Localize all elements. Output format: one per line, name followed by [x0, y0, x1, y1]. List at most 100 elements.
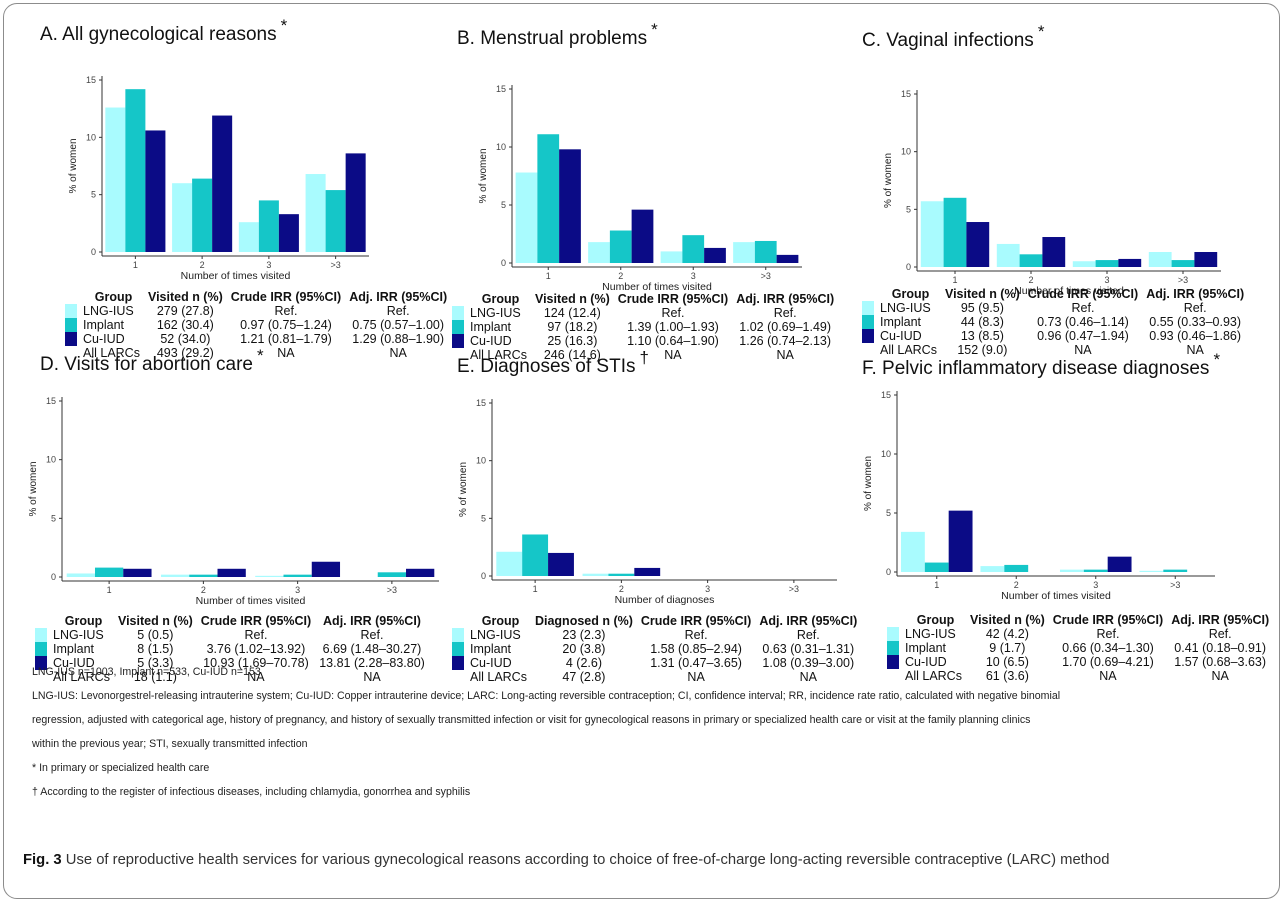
table-row: LNG-IUS 95 (9.5) Ref. Ref. [862, 301, 1248, 315]
table-cell: Cu-IUD [905, 655, 947, 669]
y-tick-label: 5 [51, 513, 56, 523]
table-header-row: Group Visited n (%) Crude IRR (95%CI) Adj. … [887, 613, 1273, 627]
table-cell: 162 (30.4) [156, 318, 214, 332]
table-row: All LARCs 18 (1.1) NA NA [35, 670, 429, 684]
table-header: Adj. IRR (95%CI) [1146, 287, 1245, 301]
bar-implant-1 [192, 178, 213, 252]
table-cell: Cu-IUD [83, 332, 125, 346]
y-tick-label: 15 [476, 398, 486, 408]
chart-a: A. All gynecological reasons * 0 5 10 15 % of … [40, 16, 369, 282]
bar-implant-0 [537, 134, 560, 263]
y-tick-label: 15 [496, 84, 506, 94]
table-cell: NA [277, 346, 295, 360]
x-tick-label: 2 [201, 585, 206, 595]
table-cell: 246 (14.6) [543, 348, 601, 362]
table-cell: Ref. [1096, 627, 1120, 641]
bar-cu-iud-2 [278, 214, 299, 252]
table-cell: 1.08 (0.39–3.00) [762, 656, 855, 670]
y-tick-label: 15 [901, 89, 911, 99]
y-tick-label: 0 [481, 571, 486, 581]
table-cell: 0.97 (0.75–1.24) [240, 318, 332, 332]
table-cell: 42 (4.2) [985, 627, 1029, 641]
chart-title: D. Visits for abortion care * [40, 346, 264, 375]
bar-lng-ius-2 [1059, 569, 1084, 572]
table-row: All LARCs 493 (29.2) NA NA [65, 346, 451, 360]
legend-swatch [452, 306, 464, 320]
footnote-sample-size: LNG-IUS n=1003, Implant n=533, Cu-IUD n=… [32, 666, 261, 678]
table-row: LNG-IUS 42 (4.2) Ref. Ref. [887, 627, 1273, 641]
x-axis-label: Number of diagnoses [615, 594, 715, 606]
table-row: Cu-IUD 4 (2.6) 1.31 (0.47–3.65) 1.08 (0.39–… [452, 656, 861, 670]
panel-e: E. Diagnoses of STIs † 0 5 10 15% of women 1 2 3… [452, 348, 872, 684]
legend-swatch [452, 642, 464, 656]
bar-lng-ius-0 [920, 201, 944, 267]
x-tick-label: 2 [200, 260, 205, 270]
footnote-abbreviations: LNG-IUS: Levonorgestrel-releasing intrau… [32, 690, 1061, 702]
table-cell: 1.58 (0.85–2.94) [650, 642, 742, 656]
y-tick-label: 0 [51, 572, 56, 582]
table-row: All LARCs 61 (3.6) NA NA [887, 669, 1273, 683]
footnote-asterisk: * In primary or specialized health care [32, 762, 210, 774]
table-header: Group [94, 290, 133, 304]
table-cell: 0.41 (0.18–0.91) [1174, 641, 1267, 655]
y-tick-label: 10 [881, 449, 891, 459]
table-row: LNG-IUS 5 (0.5) Ref. Ref. [35, 628, 429, 642]
table-cell: 97 (18.2) [547, 320, 598, 334]
x-axis-label: Number of times visited [196, 595, 306, 607]
legend-swatch [65, 318, 77, 332]
table-header: Visited n (%) [944, 287, 1020, 301]
title-mark: * [281, 16, 288, 35]
bar-lng-ius-3 [1139, 570, 1164, 572]
stats-table: Group Visited n (%) Crude IRR (95%CI) Adj. … [35, 614, 429, 684]
table-header: Adj. IRR (95%CI) [759, 614, 858, 628]
table-cell: Ref. [796, 628, 820, 642]
table-cell: 6.69 (1.48–30.27) [322, 642, 422, 656]
table-header: Crude IRR (95%CI) [617, 292, 729, 306]
table-header-row: Group Diagnosed n (%) Crude IRR (95%CI) Adj… [452, 614, 861, 628]
table-cell: 18 (1.1) [133, 670, 177, 684]
bar-implant-2 [1083, 569, 1108, 572]
legend-swatch [35, 628, 47, 642]
table-cell: NA [1099, 669, 1117, 683]
table-cell: 1.31 (0.47–3.65) [650, 656, 742, 670]
table-cell: 1.39 (1.00–1.93) [627, 320, 719, 334]
table-cell: Ref. [244, 628, 268, 642]
table-cell: Cu-IUD [470, 334, 512, 348]
bar-implant-3 [325, 190, 346, 252]
table-cell: NA [799, 670, 817, 684]
chart-e: E. Diagnoses of STIs † 0 5 10 15 % of women 1 2 3… [457, 348, 837, 606]
table-header: Adj. IRR (95%CI) [323, 614, 421, 628]
table-cell: NA [1186, 343, 1204, 357]
table-cell: Ref. [773, 306, 797, 320]
table-cell: 3.76 (1.02–13.92) [206, 642, 306, 656]
bar-implant-1 [1019, 254, 1043, 267]
chart-f: F. Pelvic inflammatory disease diagnoses… [862, 350, 1220, 602]
table-header: Visited n (%) [147, 290, 223, 304]
table-cell: All LARCs [905, 669, 962, 683]
table-cell: Ref. [1071, 301, 1095, 315]
table-cell: Implant [905, 641, 946, 655]
bar-cu-iud-0 [123, 568, 152, 577]
bar-lng-ius-1 [588, 242, 610, 263]
table-row: Implant 97 (18.2) 1.39 (1.00–1.93) 1.02 (0.… [452, 320, 838, 334]
x-tick-label: 1 [934, 580, 939, 590]
table-cell: 0.73 (0.46–1.14) [1037, 315, 1129, 329]
bar-implant-2 [682, 235, 705, 263]
x-tick-label: 1 [952, 275, 957, 285]
y-axis-label: % of women [68, 138, 79, 193]
bar-implant-2 [1095, 260, 1119, 267]
table-cell: Ref. [360, 628, 384, 642]
table-cell: Implant [470, 642, 511, 656]
table-cell: All LARCs [83, 346, 140, 360]
stats-table: Group Visited n (%) Crude IRR (95%CI) Adj. … [887, 613, 1273, 683]
x-tick-label: 3 [1093, 580, 1098, 590]
x-tick-label: 2 [619, 584, 624, 594]
y-tick-label: 0 [886, 567, 891, 577]
legend-swatch [35, 642, 47, 656]
bar-lng-ius-1 [980, 566, 1005, 572]
bar-cu-iud-2 [704, 247, 726, 263]
legend-swatch [452, 656, 464, 670]
table-cell: 13 (8.5) [960, 329, 1004, 343]
table-cell: 1.21 (0.81–1.79) [240, 332, 332, 346]
table-row: All LARCs 246 (14.6) NA NA [452, 348, 838, 362]
